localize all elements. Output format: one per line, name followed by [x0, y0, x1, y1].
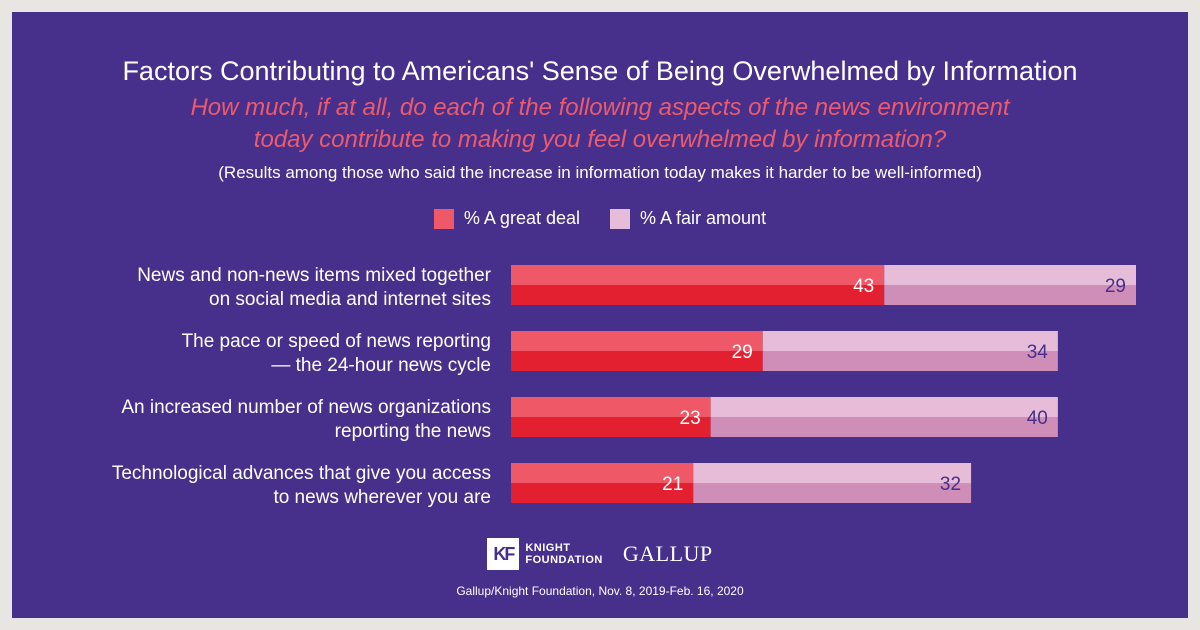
- bar-fair-amount: [693, 483, 972, 503]
- logo-row: KF KNIGHT FOUNDATION GALLUP: [12, 538, 1188, 570]
- data-label-great-deal: 29: [732, 342, 753, 363]
- data-label-great-deal: 23: [680, 408, 701, 429]
- category-label-line: on social media and internet sites: [209, 289, 491, 310]
- knight-foundation-logo: KF KNIGHT FOUNDATION: [487, 538, 603, 570]
- gallup-logo: GALLUP: [622, 541, 713, 566]
- bar-great-deal: [511, 351, 763, 371]
- data-label-fair-amount: 29: [1105, 276, 1126, 297]
- data-label-fair-amount: 34: [1027, 342, 1049, 363]
- data-label-fair-amount: 40: [1027, 408, 1048, 429]
- category-label-line: to news wherever you are: [273, 487, 491, 508]
- legend-label-fair-amount: % A fair amount: [640, 208, 767, 228]
- chart-card: Factors Contributing to Americans' Sense…: [12, 12, 1188, 618]
- chart-question-line-1: How much, if at all, do each of the foll…: [190, 94, 1010, 121]
- legend-item-great-deal: % A great deal: [433, 208, 580, 229]
- category-label-line: Technological advances that give you acc…: [112, 463, 491, 484]
- bar-great-deal-top: [511, 265, 885, 285]
- category-label: The pace or speed of news reporting — the…: [182, 331, 491, 376]
- bar-great-deal: [511, 285, 885, 305]
- chart-note: (Results among those who said the increa…: [218, 163, 982, 182]
- category-label-line: The pace or speed of news reporting: [182, 331, 491, 352]
- bar-fair-amount-top: [710, 397, 1058, 417]
- data-label-fair-amount: 32: [940, 474, 961, 495]
- category-label: Technological advances that give you acc…: [112, 463, 491, 508]
- bar-great-deal-top: [511, 463, 694, 483]
- kf-logo-line-2: FOUNDATION: [525, 554, 603, 566]
- bar-fair-amount: [710, 417, 1058, 437]
- chart-question: How much, if at all, do each of the foll…: [12, 92, 1188, 156]
- kf-logo-text: KNIGHT FOUNDATION: [525, 542, 603, 566]
- chart-source: Gallup/Knight Foundation, Nov. 8, 2019-F…: [456, 584, 744, 598]
- chart-legend: % A great deal % A fair amount: [12, 208, 1188, 229]
- category-label-line: An increased number of news organization…: [121, 397, 491, 418]
- bar-great-deal-top: [511, 331, 763, 351]
- chart-question-line-2: today contribute to making you feel over…: [253, 126, 947, 153]
- category-label: An increased number of news organization…: [121, 397, 491, 442]
- legend-item-fair-amount: % A fair amount: [610, 208, 766, 229]
- category-label-line: — the 24-hour news cycle: [271, 355, 491, 376]
- bar-great-deal-top: [511, 397, 711, 417]
- legend-label-great-deal: % A great deal: [463, 208, 580, 228]
- bar-great-deal: [511, 483, 694, 503]
- category-label: News and non-news items mixed together on…: [137, 265, 491, 310]
- kf-logo-mark: KF: [487, 538, 520, 570]
- data-label-great-deal: 43: [853, 276, 874, 297]
- legend-swatch-great-deal: [433, 208, 454, 229]
- category-label-line: News and non-news items mixed together: [137, 265, 491, 286]
- legend-swatch-fair-amount: [610, 208, 630, 229]
- bar-great-deal: [511, 417, 711, 437]
- category-label-line: reporting the news: [335, 421, 491, 442]
- bar-fair-amount: [762, 351, 1058, 371]
- bar-fair-amount-top: [762, 331, 1058, 351]
- bar-chart: News and non-news items mixed together on…: [112, 265, 1136, 508]
- bar-fair-amount-top: [693, 463, 972, 483]
- kf-logo-line-1: KNIGHT: [525, 542, 571, 554]
- data-label-great-deal: 21: [662, 474, 683, 495]
- bar-fair-amount: [884, 285, 1136, 305]
- chart-title: Factors Contributing to Americans' Sense…: [122, 56, 1078, 86]
- bar-fair-amount-top: [884, 265, 1136, 285]
